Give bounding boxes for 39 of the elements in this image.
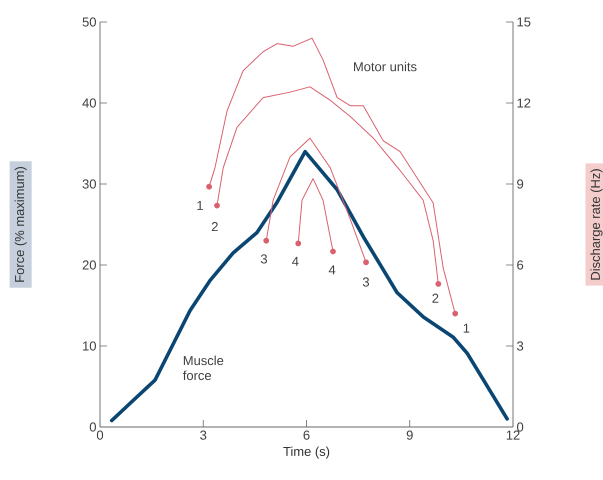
x-tick-label: 9 [406,430,413,440]
y2-tick-label: 0 [517,422,524,432]
x-tick-label: 12 [506,430,520,440]
y-tick-label: 30 [82,179,96,189]
annotation: Motor units [354,62,417,72]
y-tick-label: 20 [82,260,96,270]
y2-tick-label: 6 [517,260,524,270]
y-tick-label: 10 [83,341,96,351]
point [452,310,458,316]
annotation: 4 [292,256,299,266]
x-tick-label: 0 [96,430,104,440]
y2-axis-title: Discharge rate (Hz) [590,169,603,280]
point [263,238,270,244]
point [330,248,336,254]
x-tick-label: 6 [304,430,310,440]
x-axis-title: Time (s) [283,446,330,459]
point [206,184,212,190]
annotation: 1 [464,324,470,333]
y-tick-label: 40 [82,98,96,108]
x-tick-label: 3 [200,430,206,440]
point [363,259,369,266]
annotation: Muscle force [182,356,224,380]
annotation: 1 [197,201,203,210]
y2-tick-label: 12 [518,98,530,108]
y2-tick-label: 3 [517,341,524,351]
annotation: 2 [432,294,438,303]
annotation: 4 [328,265,336,274]
annotation: 2 [212,222,218,232]
point [295,240,302,246]
line-series [110,150,509,422]
annotation: 3 [260,254,268,264]
point [214,202,220,208]
y2-tick-label: 9 [517,179,524,189]
y-tick-label: 50 [82,17,96,27]
y-tick-label: 0 [90,422,96,432]
y2-tick-label: 15 [518,17,530,27]
point [435,281,442,287]
annotation: 3 [362,277,370,287]
y-axis-title: Force (% maximum) [14,167,27,282]
